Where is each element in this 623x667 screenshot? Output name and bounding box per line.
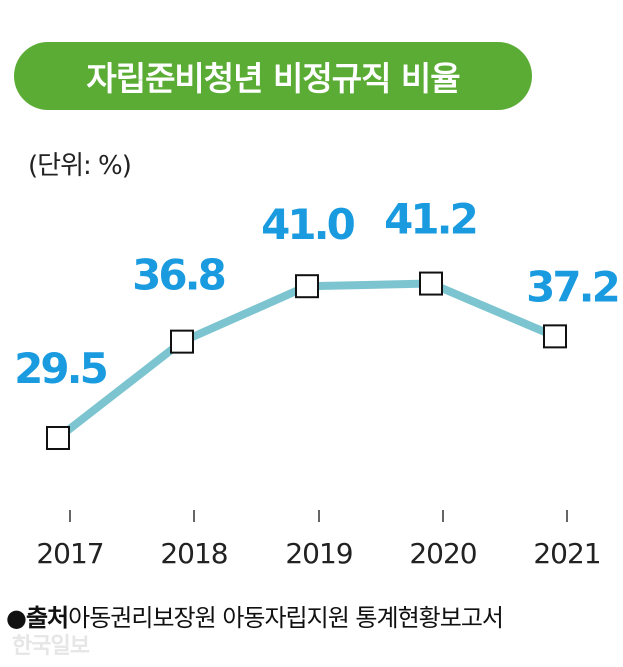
data-point-marker bbox=[543, 324, 567, 349]
data-label: 29.5 bbox=[14, 344, 106, 393]
bullet-icon: ● bbox=[6, 604, 27, 632]
chart-title: 자립준비청년 비정규직 비율 bbox=[14, 42, 532, 110]
x-tick-label: 2021 bbox=[533, 537, 600, 570]
source-note: ●출처아동권리보장원 아동자립지원 통계현황보고서 bbox=[6, 598, 504, 633]
data-label: 36.8 bbox=[132, 251, 224, 300]
series-line bbox=[55, 279, 557, 442]
x-tick-label: 2019 bbox=[285, 537, 352, 570]
x-tick-label: 2017 bbox=[36, 537, 103, 570]
source-text: 아동권리보장원 아동자립지원 통계현황보고서 bbox=[68, 604, 504, 632]
x-tick-label: 2018 bbox=[160, 537, 227, 570]
data-point-marker bbox=[46, 426, 70, 450]
data-label: 41.0 bbox=[261, 200, 354, 249]
x-tick-label: 2020 bbox=[409, 537, 476, 570]
data-point-marker bbox=[419, 271, 443, 296]
data-label: 37.2 bbox=[526, 262, 618, 311]
watermark-logo: 한국일보 bbox=[12, 634, 90, 659]
line-chart: 2017 2018 2019 2020 2021 29.5 36.8 41.0 41.2 37.2 bbox=[14, 195, 621, 570]
data-point-marker bbox=[295, 274, 319, 299]
unit-label: (단위: %) bbox=[28, 151, 132, 181]
source-label: 출처 bbox=[25, 604, 69, 632]
data-point-marker bbox=[170, 329, 194, 354]
data-label: 41.2 bbox=[384, 195, 476, 244]
